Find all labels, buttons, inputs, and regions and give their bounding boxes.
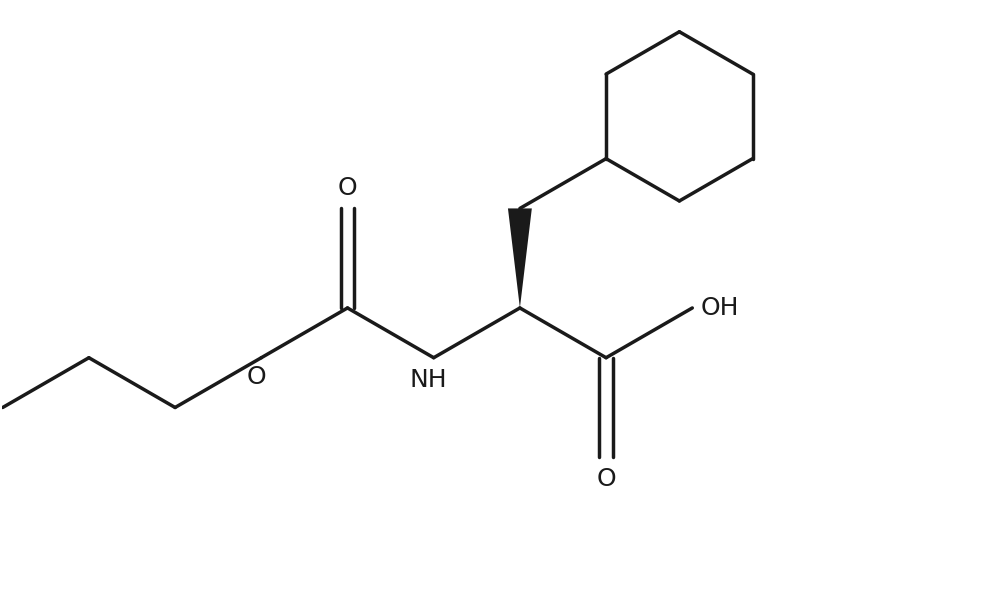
Text: O: O (596, 467, 616, 491)
Text: O: O (338, 176, 357, 200)
Text: NH: NH (410, 368, 447, 392)
Text: O: O (247, 365, 266, 389)
Polygon shape (508, 209, 532, 308)
Text: OH: OH (700, 296, 739, 320)
